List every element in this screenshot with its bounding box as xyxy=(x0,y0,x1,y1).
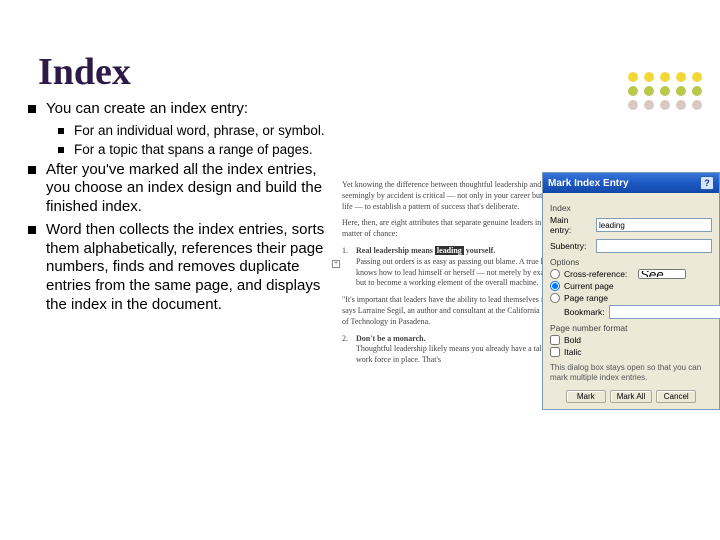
doc-text: Don't be a monarch. xyxy=(356,334,426,343)
bullet-item: For a topic that spans a range of pages. xyxy=(58,142,336,159)
crossref-input[interactable] xyxy=(638,269,686,279)
currentpage-label: Current page xyxy=(564,281,614,291)
italic-checkbox[interactable] xyxy=(550,347,560,357)
bullet-text: After you've marked all the index entrie… xyxy=(46,161,336,217)
decorative-dots xyxy=(628,72,702,110)
italic-label: Italic xyxy=(564,347,581,357)
bullet-item: Word then collects the index entries, so… xyxy=(28,221,336,315)
subentry-label: Subentry: xyxy=(550,241,592,251)
pagerange-label: Page range xyxy=(564,293,608,303)
crossref-label: Cross-reference: xyxy=(564,269,634,279)
bullet-text: For an individual word, phrase, or symbo… xyxy=(74,123,325,140)
currentpage-radio[interactable] xyxy=(550,281,560,291)
doc-text: Passing out orders is as easy as passing… xyxy=(356,257,572,289)
highlighted-word: leading xyxy=(435,246,464,255)
main-entry-label: Main entry: xyxy=(550,215,592,235)
mark-button[interactable]: Mark xyxy=(566,390,606,403)
doc-list-item: 1. Real leadership means leading yoursel… xyxy=(342,246,572,289)
subentry-input[interactable] xyxy=(596,239,712,253)
bullet-item: You can create an index entry: xyxy=(28,100,336,119)
pagerange-radio[interactable] xyxy=(550,293,560,303)
slide-content: You can create an index entry: For an in… xyxy=(28,100,336,319)
section-label: Page number format xyxy=(550,323,712,333)
dialog-note: This dialog box stays open so that you c… xyxy=(550,363,712,382)
slide-title: Index xyxy=(38,50,131,94)
doc-text: Real leadership means xyxy=(356,246,435,255)
bold-checkbox[interactable] xyxy=(550,335,560,345)
bullet-item: After you've marked all the index entrie… xyxy=(28,161,336,217)
bookmark-input[interactable] xyxy=(609,305,720,319)
section-label: Index xyxy=(550,203,712,213)
bookmark-label: Bookmark: xyxy=(564,307,605,317)
cancel-button[interactable]: Cancel xyxy=(656,390,696,403)
help-icon[interactable]: ? xyxy=(700,176,714,190)
outline-expand-icon[interactable]: + xyxy=(332,260,340,268)
doc-text: Thoughtful leadership likely means you a… xyxy=(356,344,572,366)
main-entry-input[interactable] xyxy=(596,218,712,232)
crossref-radio[interactable] xyxy=(550,269,560,279)
section-label: Options xyxy=(550,257,712,267)
bullet-text: For a topic that spans a range of pages. xyxy=(74,142,313,159)
bullet-text: You can create an index entry: xyxy=(46,100,248,119)
doc-quote: "It's important that leaders have the ab… xyxy=(342,295,572,327)
mark-all-button[interactable]: Mark All xyxy=(610,390,652,403)
bullet-text: Word then collects the index entries, so… xyxy=(46,221,336,315)
bold-label: Bold xyxy=(564,335,581,345)
doc-paragraph: Yet knowing the difference between thoug… xyxy=(342,180,572,212)
dialog-titlebar[interactable]: Mark Index Entry ? xyxy=(543,173,719,193)
mark-index-entry-dialog: Mark Index Entry ? Index Main entry: Sub… xyxy=(542,172,720,410)
doc-paragraph: Here, then, are eight attributes that se… xyxy=(342,218,572,240)
word-document-preview: Yet knowing the difference between thoug… xyxy=(342,180,572,372)
doc-list-item: 2. Don't be a monarch. Thoughtful leader… xyxy=(342,334,572,366)
dialog-title: Mark Index Entry xyxy=(548,178,629,189)
doc-text: yourself. xyxy=(464,246,496,255)
bullet-item: For an individual word, phrase, or symbo… xyxy=(58,123,336,140)
